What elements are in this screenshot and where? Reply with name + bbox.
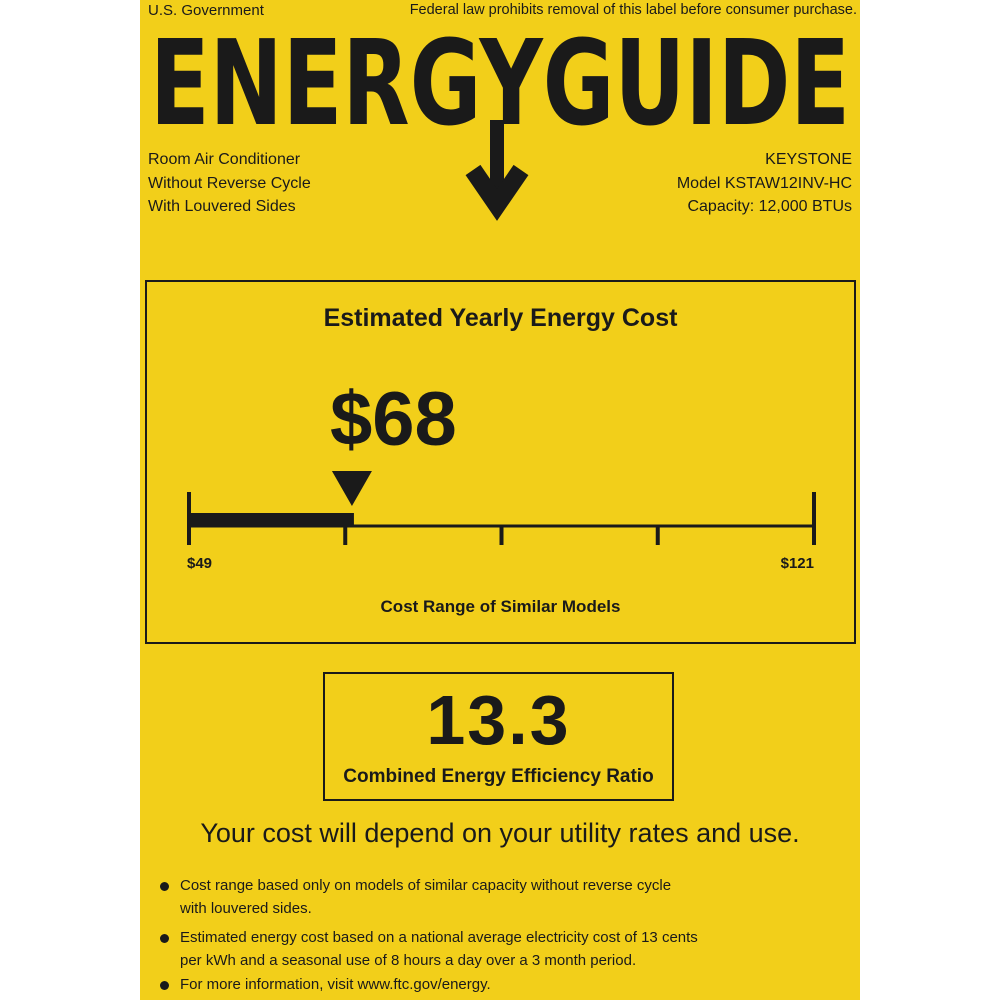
bullet-icon — [160, 981, 169, 990]
range-max-label: $121 — [780, 555, 814, 572]
bullet-item: Estimated energy cost based on a nationa… — [160, 926, 720, 972]
brand: KEYSTONE — [765, 151, 852, 168]
cost-value: $68 — [330, 377, 457, 462]
cost-heading: Estimated Yearly Energy Cost — [323, 304, 678, 332]
issuer-text: U.S. Government — [148, 2, 264, 19]
product-description: Room Air Conditioner Without Reverse Cyc… — [148, 148, 311, 219]
bullet-item: For more information, visit www.ftc.gov/… — [160, 973, 720, 996]
efficiency-value: 13.3 — [426, 681, 571, 759]
bullet-icon — [160, 934, 169, 943]
product-type: Room Air Conditioner — [148, 151, 301, 168]
cost-marker-icon — [331, 471, 372, 506]
efficiency-box: 13.3 Combined Energy Efficiency Ratio — [323, 672, 674, 801]
arrow-shaft — [490, 120, 504, 195]
product-sides: With Louvered Sides — [148, 198, 296, 215]
model-number: Model KSTAW12INV-HC — [676, 174, 852, 192]
cost-box: Estimated Yearly Energy Cost $68 $49 $12… — [145, 280, 856, 644]
bullet-item: Cost range based only on models of simil… — [160, 874, 720, 920]
removal-notice: Federal law prohibits removal of this la… — [409, 2, 857, 18]
energyguide-logo: ENERGYGUIDE — [150, 14, 850, 221]
range-caption: Cost Range of Similar Models — [380, 597, 621, 616]
disclaimer: Your cost will depend on your utility ra… — [200, 818, 800, 848]
energy-guide-label: U.S. Government Federal law prohibits re… — [140, 0, 860, 1000]
capacity: Capacity: 12,000 BTUs — [687, 198, 852, 215]
down-arrow-icon — [465, 164, 529, 221]
efficiency-label: Combined Energy Efficiency Ratio — [343, 766, 654, 787]
range-min-label: $49 — [187, 555, 213, 572]
cost-range-scale — [187, 471, 816, 545]
cost-fill-bar — [189, 513, 354, 527]
manufacturer-info: KEYSTONE Model KSTAW12INV-HC Capacity: 1… — [677, 148, 852, 219]
product-cycle: Without Reverse Cycle — [148, 174, 311, 192]
bullet-icon — [160, 882, 169, 891]
